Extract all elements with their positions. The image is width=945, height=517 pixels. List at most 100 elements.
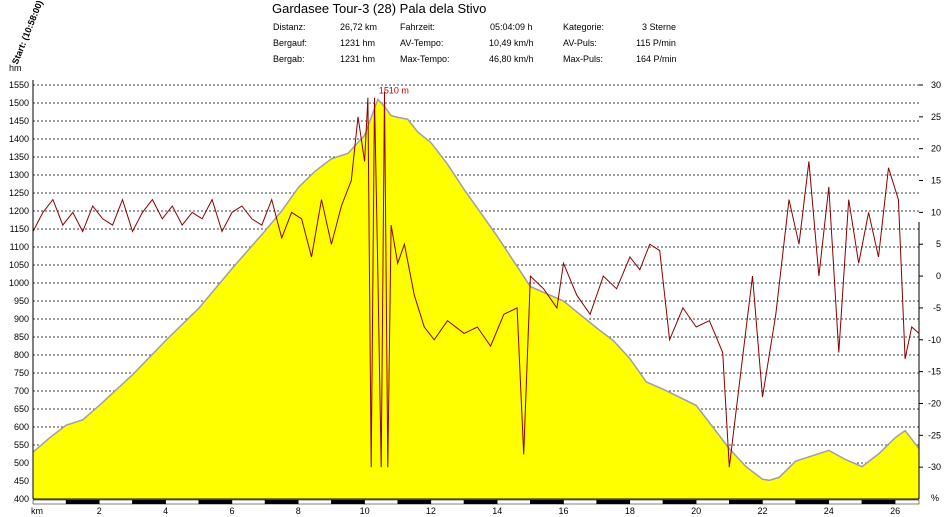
- x-scale-segment: [165, 499, 200, 505]
- x-scale-segment: [364, 499, 398, 505]
- x-axis-labels: 2 4 6 8 10 12 14 16 18 20 22 24 26: [97, 506, 900, 516]
- y2-tick-label: -15: [928, 367, 941, 377]
- stat-max-puls-value: 164 P/min: [636, 54, 677, 64]
- y2-tick-label: -30: [928, 462, 941, 472]
- left-axis-unit: hm: [9, 63, 22, 73]
- x-scale-segment: [662, 499, 697, 505]
- stat-max-puls-label: Max-Puls:: [563, 54, 604, 64]
- x-tick-label: 18: [625, 506, 635, 516]
- x-scale-segment: [198, 499, 233, 505]
- stat-av-puls-value: 115 P/min: [636, 38, 676, 48]
- plot-frame: [32, 80, 920, 500]
- x-scale-segment: [762, 499, 796, 505]
- y-tick-label: 700: [14, 386, 29, 396]
- y2-tick-label: 15: [931, 176, 941, 186]
- stat-distanz-value: 26,72 km: [340, 22, 378, 32]
- x-scale-segment: [331, 499, 365, 505]
- x-axis-scale-bar: [32, 499, 920, 505]
- y2-tick-label: 20: [931, 144, 941, 154]
- y-tick-label: 900: [14, 314, 29, 324]
- x-tick-label: 2: [97, 506, 102, 516]
- stat-max-tempo-label: Max-Tempo:: [400, 54, 450, 64]
- x-tick-label: 26: [890, 506, 900, 516]
- left-axis-labels: 400 450 500 550 600 650 700 750 800 850 900 950 1000…: [9, 80, 29, 504]
- y-tick-label: 1350: [9, 152, 29, 162]
- elevation-outline: [32, 97, 920, 482]
- y-tick-label: 500: [14, 458, 29, 468]
- x-scale-segment: [264, 499, 299, 505]
- y2-tick-label: 5: [936, 239, 941, 249]
- stat-av-tempo-label: AV-Tempo:: [400, 38, 444, 48]
- y-tick-label: 1050: [9, 260, 29, 270]
- x-scale-segment: [430, 499, 465, 505]
- x-tick-label: 24: [824, 506, 834, 516]
- stat-bergauf-label: Bergauf:: [273, 38, 308, 48]
- x-tick-label: 22: [757, 506, 767, 516]
- y-tick-label: 450: [14, 476, 29, 486]
- x-tick-label: 8: [296, 506, 301, 516]
- y-tick-label: 1550: [9, 80, 29, 90]
- grade-line: [32, 91, 920, 468]
- y2-tick-label: 30: [931, 80, 941, 90]
- page-title: Gardasee Tour-3 (28) Pala dela Stivo: [272, 1, 487, 16]
- stat-bergauf-value: 1231 hm: [340, 38, 376, 48]
- y2-tick-label: 0: [936, 271, 941, 281]
- y-tick-label: 400: [14, 494, 29, 504]
- y2-tick-label: -5: [933, 303, 941, 313]
- x-scale-segment: [729, 499, 763, 505]
- y-tick-label: 800: [14, 350, 29, 360]
- x-axis-unit: km: [31, 506, 43, 516]
- x-scale-segment: [298, 499, 332, 505]
- x-scale-segment: [530, 499, 564, 505]
- x-tick-label: 4: [163, 506, 168, 516]
- x-tick-label: 6: [229, 506, 234, 516]
- x-scale-segment: [496, 499, 531, 505]
- x-scale-segment: [861, 499, 896, 505]
- y-tick-label: 850: [14, 332, 29, 342]
- y2-tick-label: 10: [931, 207, 941, 217]
- right-axis-unit: %: [931, 493, 939, 503]
- y-tick-label: 650: [14, 404, 29, 414]
- x-scale-segment: [828, 499, 863, 505]
- x-tick-label: 16: [559, 506, 569, 516]
- stat-bergab-value: 1231 hm: [340, 54, 376, 64]
- stat-max-tempo-value: 46,80 km/h: [489, 54, 534, 64]
- x-tick-label: 20: [691, 506, 701, 516]
- x-scale-segment: [695, 499, 730, 505]
- stat-av-puls-label: AV-Puls:: [563, 38, 597, 48]
- y2-tick-label: -25: [928, 430, 941, 440]
- x-scale-segment: [132, 499, 166, 505]
- x-scale-segment: [795, 499, 830, 505]
- y-tick-label: 1250: [9, 188, 29, 198]
- y2-tick-label: 25: [931, 112, 941, 122]
- y-tick-label: 1500: [9, 98, 29, 108]
- y-tick-label: 1100: [10, 242, 29, 252]
- stat-kategorie-value: 3 Sterne: [642, 22, 677, 32]
- y-tick-label: 750: [14, 368, 29, 378]
- y-tick-label: 550: [14, 440, 29, 450]
- stat-distanz-label: Distanz:: [273, 22, 306, 32]
- right-axis-labels: -30 -25 -20 -15 -10 -5 0 5 10 15 20 25 30: [919, 80, 941, 472]
- x-scale-segment: [231, 499, 266, 505]
- x-tick-label: 14: [492, 506, 502, 516]
- x-scale-segment: [596, 499, 631, 505]
- y-tick-label: 1400: [9, 134, 29, 144]
- stat-kategorie-label: Kategorie:: [563, 22, 605, 32]
- stat-av-tempo-value: 10,49 km/h: [489, 38, 534, 48]
- y-tick-label: 950: [14, 296, 29, 306]
- x-scale-segment: [463, 499, 498, 505]
- x-scale-segment: [894, 499, 920, 505]
- y2-tick-label: -20: [928, 398, 941, 408]
- y2-tick-label: -10: [928, 335, 941, 345]
- x-scale-segment: [99, 499, 133, 505]
- stat-bergab-label: Bergab:: [273, 54, 305, 64]
- stat-fahrzeit-value: 05:04:09 h: [490, 22, 533, 32]
- y-tick-label: 1450: [9, 116, 29, 126]
- y-tick-label: 1000: [9, 278, 29, 288]
- x-scale-segment: [397, 499, 432, 505]
- y-tick-label: 1150: [10, 224, 29, 234]
- peak-label: 1510 m: [379, 85, 409, 95]
- y-tick-label: 1200: [9, 206, 29, 216]
- x-scale-segment: [563, 499, 597, 505]
